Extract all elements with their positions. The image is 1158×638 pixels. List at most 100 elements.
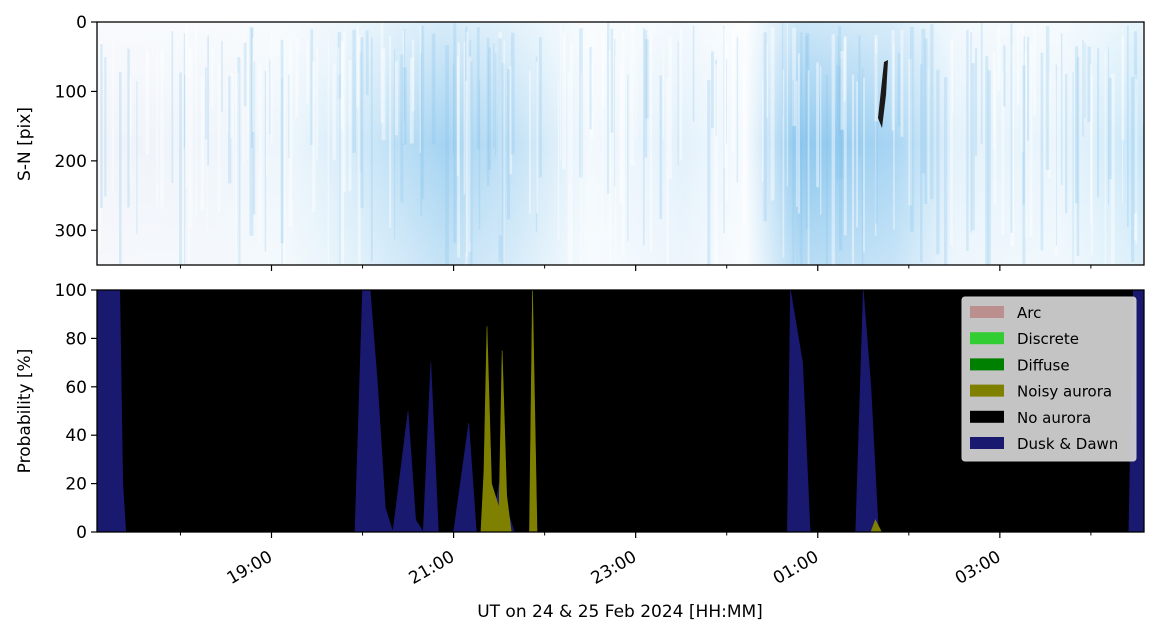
keogram-streak [247,52,249,161]
keogram-streak [118,71,122,265]
keogram-streak [644,29,648,158]
keogram-streak [189,47,192,229]
keogram-streak [466,31,469,258]
keogram-streak [805,36,808,141]
keogram-streak [1022,36,1026,205]
keogram-streak [431,33,436,145]
keogram-streak [360,37,364,209]
bottom-y-axis: 0 20 40 60 80 100 [55,281,97,543]
keogram-streak [493,43,495,149]
bottom-y-tick-label: 0 [76,523,87,543]
keogram-streak [792,80,794,265]
keogram-streak [394,49,396,240]
keogram-streak [619,62,624,206]
bottom-y-tick-label: 60 [65,378,87,398]
top-y-tick-label: 200 [55,152,87,172]
keogram-streak [725,44,728,202]
top-y-axis: 0 100 200 300 [55,13,97,241]
keogram-streak [893,42,895,230]
legend-label-diffuse: Diffuse [1017,356,1070,374]
keogram-streak [535,56,538,233]
keogram-streak [1126,25,1129,227]
keogram-streak [589,47,592,130]
keogram-streak [1072,71,1074,265]
keogram-streak [421,25,425,200]
keogram-streak [217,61,221,213]
bottom-y-axis-label: Probability [%] [15,349,35,474]
keogram-streak [98,40,101,251]
keogram-streak [227,75,232,184]
legend-label-dusk-dawn: Dusk & Dawn [1017,435,1118,453]
series-dusk-dawn [97,290,1144,532]
keogram-streak [365,30,369,96]
keogram-streak [195,22,197,218]
keogram-streak [723,25,725,234]
keogram-streak [184,74,186,265]
keogram-streak [463,41,466,195]
legend-label-discrete: Discrete [1017,330,1079,348]
keogram-streak [677,41,679,166]
top-y-tick-label: 0 [76,13,87,33]
keogram-streak [891,30,895,131]
keogram-streak [800,32,803,265]
keogram-streak [1060,33,1063,185]
keogram-streak [359,52,362,173]
legend-label-noisy-aurora: Noisy aurora [1017,383,1112,401]
top-y-axis-label: S-N [pix] [15,107,35,181]
bottom-y-tick-label: 100 [55,281,87,301]
bottom-y-tick-label: 20 [65,475,87,495]
keogram-streak [535,61,538,213]
keogram-streak [1048,72,1051,179]
keogram-streak [863,77,865,253]
keogram-streak [649,29,653,252]
keogram-streak [910,27,914,232]
keogram-streak [1074,46,1079,204]
keogram-streak [851,74,855,265]
keogram-streak [503,40,506,265]
legend-swatch-no-aurora [970,410,1004,423]
keogram-streak [951,40,954,112]
keogram-streak [836,65,839,181]
keogram-streak [662,49,664,138]
legend-label-arc: Arc [1017,304,1041,322]
top-axes-frame [96,21,1145,266]
keogram-streak [409,57,414,144]
keogram-streak [927,68,929,203]
keogram-streak [782,23,784,116]
x-axis-label: UT on 24 & 25 Feb 2024 [HH:MM] [477,602,763,622]
keogram-streak [112,41,114,193]
keogram-streak [1065,73,1068,214]
keogram-streak [1090,74,1093,255]
keogram-streak [838,26,842,136]
keogram-streak [227,69,229,134]
keogram-streak [1082,39,1084,137]
keogram-streak [825,74,828,265]
keogram-streak [306,40,310,105]
keogram-streak [160,49,164,209]
keogram-streak [843,37,846,102]
keogram-streak [838,66,843,251]
keogram-streak [1084,43,1086,118]
keogram-streak [950,39,953,246]
keogram-streak [456,56,459,176]
legend: Arc Discrete Diffuse Noisy aurora No aurora D… [961,296,1137,462]
keogram-streak [205,67,208,140]
keogram-streak [635,45,637,139]
keogram-streak [470,61,473,265]
keogram-streak [692,25,695,122]
keogram-streak [469,39,472,243]
keogram-streak [668,36,673,179]
keogram-streak [997,27,1001,92]
keogram-streak [1108,47,1110,205]
keogram-streak [188,44,190,265]
keogram-streak [251,28,253,148]
keogram-streak [621,30,625,255]
keogram-streak [930,24,934,200]
keogram-streak [352,29,356,153]
keogram-streak [900,30,904,137]
keogram-streak [569,42,573,265]
keogram-streak [316,47,319,161]
keogram-streak [1027,36,1030,141]
keogram-streak [381,48,386,141]
